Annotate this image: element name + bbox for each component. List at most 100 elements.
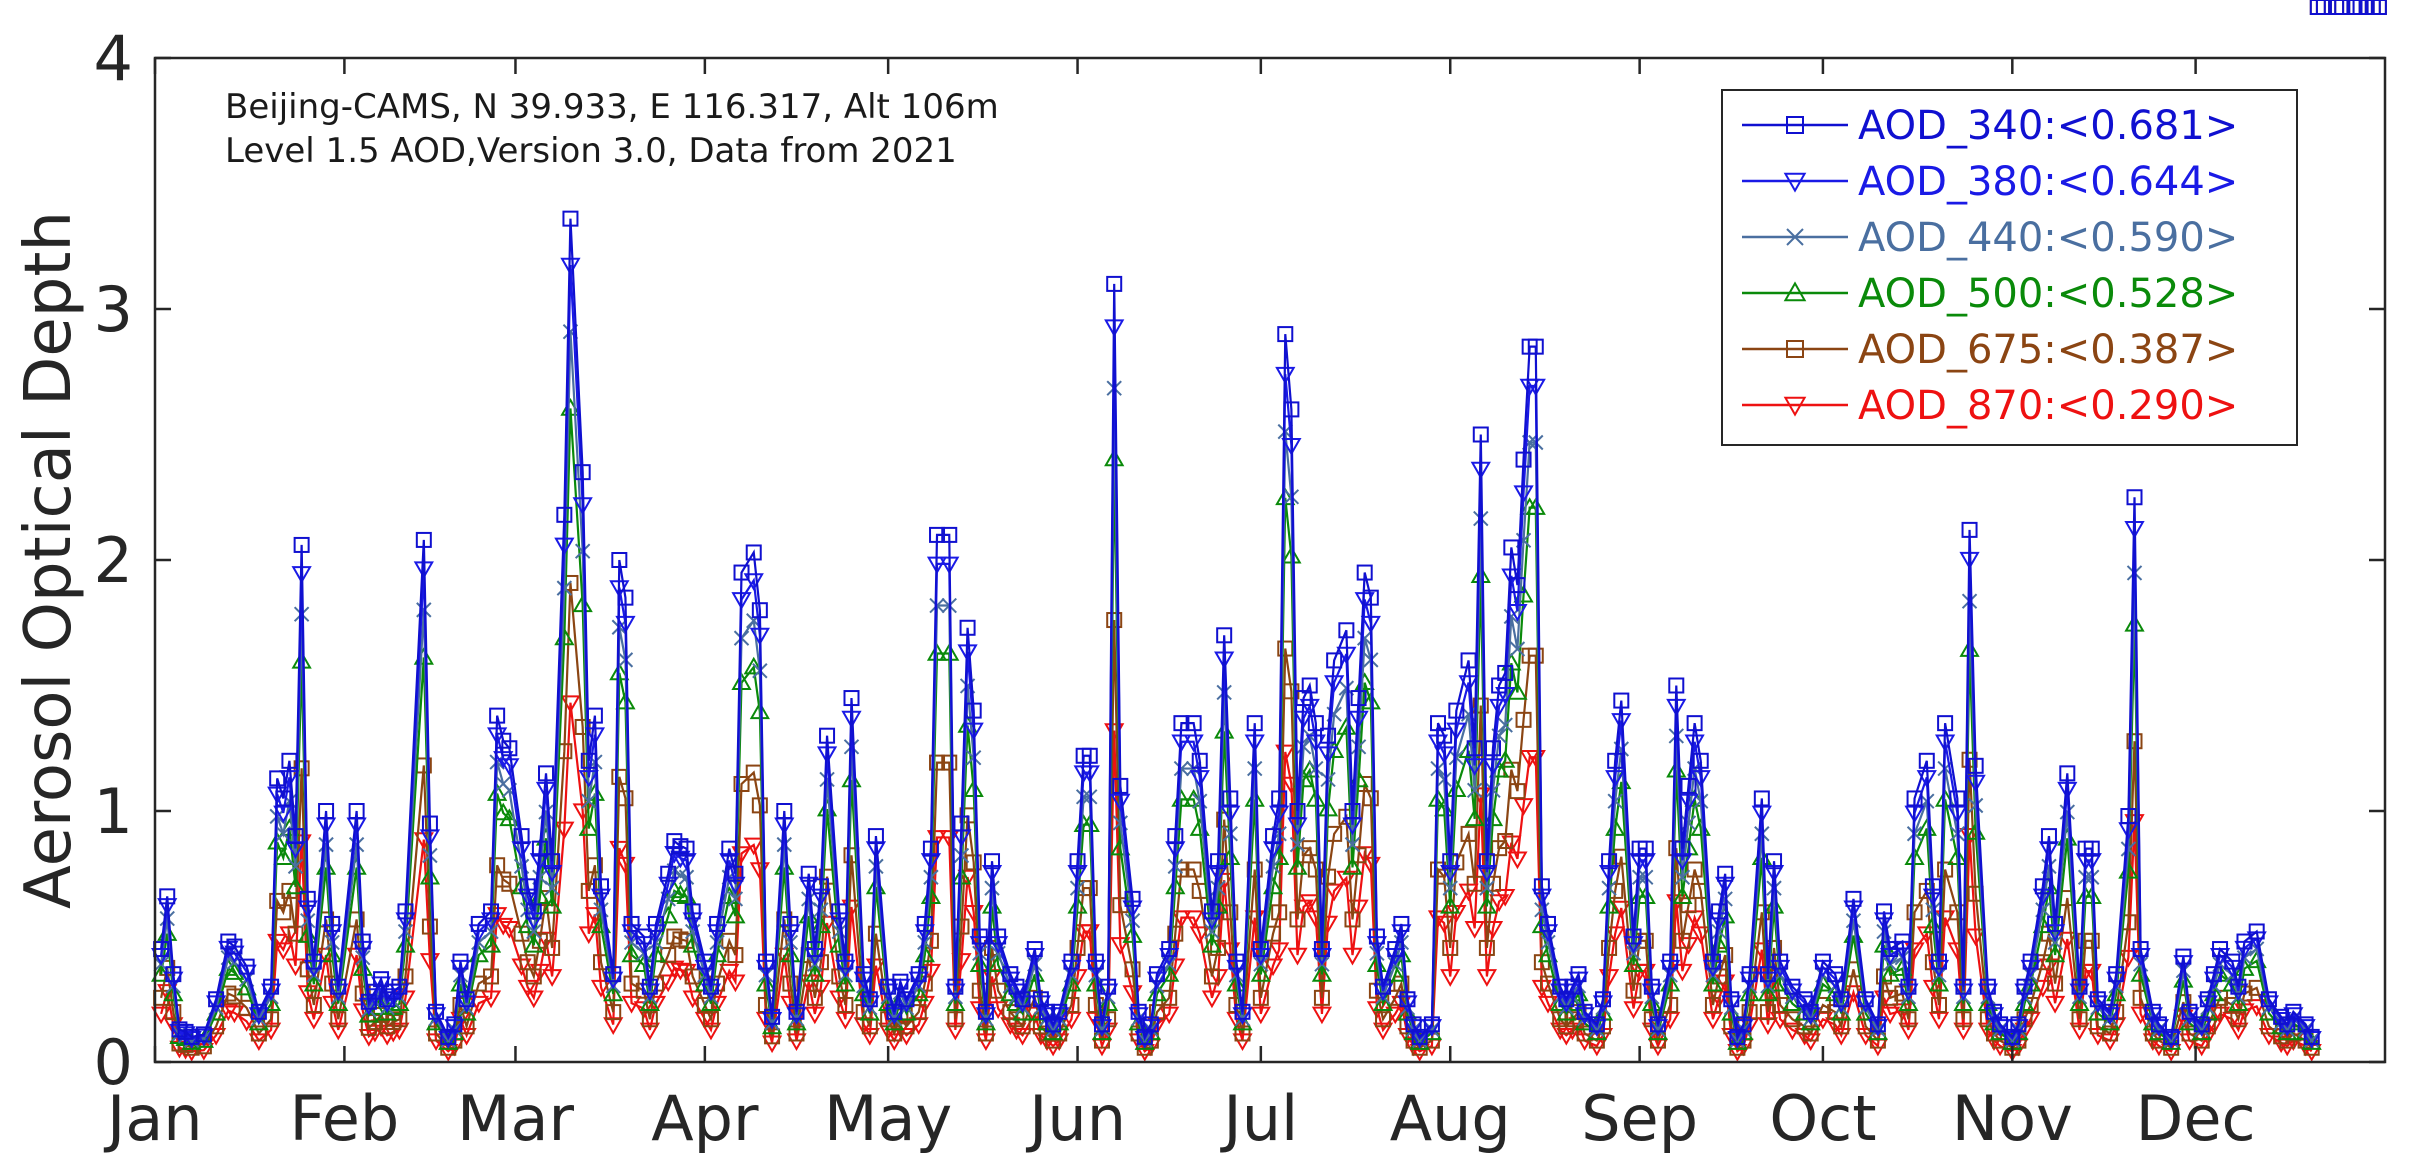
data-point xyxy=(676,963,697,982)
data-point xyxy=(1533,878,1550,895)
data-point xyxy=(929,526,946,543)
data-point xyxy=(2230,1011,2247,1028)
data-point xyxy=(1326,652,1343,669)
data-point xyxy=(1350,690,1367,707)
data-point xyxy=(917,934,933,951)
data-point xyxy=(916,915,933,932)
data-point xyxy=(354,933,371,950)
data-point xyxy=(287,828,304,845)
data-point xyxy=(273,942,294,961)
data-point xyxy=(1130,1003,1147,1020)
data-point xyxy=(1320,727,1337,744)
data-point xyxy=(951,866,972,885)
data-point xyxy=(658,974,679,993)
data-point xyxy=(523,990,544,1009)
data-point xyxy=(1507,604,1528,622)
data-point xyxy=(1161,989,1178,1006)
data-point xyxy=(945,993,966,1011)
data-point xyxy=(542,969,563,987)
data-point xyxy=(1252,941,1269,958)
data-point xyxy=(621,944,642,963)
data-point xyxy=(446,1016,463,1033)
data-point xyxy=(1210,853,1227,870)
data-point xyxy=(1289,911,1306,928)
data-point xyxy=(1814,953,1831,970)
data-point xyxy=(2044,944,2066,963)
data-point xyxy=(743,656,764,675)
data-point xyxy=(1112,777,1129,794)
data-point xyxy=(1411,1028,1428,1045)
data-point xyxy=(945,1022,966,1041)
data-point xyxy=(1674,869,1691,885)
data-point xyxy=(193,1028,214,1047)
data-point xyxy=(1711,903,1728,920)
data-point xyxy=(786,1033,807,1052)
data-point xyxy=(1287,857,1308,875)
data-point xyxy=(2132,941,2149,958)
data-point xyxy=(538,804,554,820)
data-point xyxy=(525,903,542,920)
data-point xyxy=(2089,991,2106,1008)
data-point xyxy=(1692,752,1709,769)
data-point xyxy=(660,865,677,882)
data-point xyxy=(926,643,948,661)
data-point xyxy=(892,973,909,990)
data-point xyxy=(1464,758,1485,776)
data-point xyxy=(603,983,624,1002)
data-point xyxy=(2083,932,2100,949)
data-point xyxy=(1442,939,1459,956)
data-point xyxy=(1723,991,1740,1008)
data-point xyxy=(702,1011,719,1028)
data-point xyxy=(1159,1006,1180,1025)
data-point xyxy=(2102,1025,2119,1042)
data-point xyxy=(1165,876,1186,895)
data-point xyxy=(922,840,939,857)
data-point xyxy=(837,996,854,1013)
data-point xyxy=(1372,993,1394,1011)
data-point xyxy=(150,1006,172,1025)
data-point xyxy=(1727,1032,1748,1050)
data-point xyxy=(782,915,799,932)
data-point xyxy=(1686,861,1703,878)
data-point xyxy=(1183,910,1204,929)
data-point xyxy=(700,993,722,1011)
data-point xyxy=(1287,947,1308,966)
data-point xyxy=(273,847,294,866)
data-point xyxy=(1067,895,1088,914)
data-point xyxy=(1436,771,1452,788)
data-point xyxy=(645,944,667,963)
data-point xyxy=(751,797,768,814)
data-point xyxy=(2120,808,2137,825)
legend-marker xyxy=(1786,340,1804,358)
data-point xyxy=(318,803,335,819)
data-point xyxy=(181,1032,202,1050)
data-point xyxy=(639,993,660,1011)
data-point xyxy=(590,979,612,998)
data-point xyxy=(483,903,500,920)
data-point xyxy=(438,1032,459,1050)
data-point xyxy=(1472,697,1489,714)
data-point xyxy=(1375,978,1392,995)
data-point xyxy=(1979,978,1996,995)
data-point xyxy=(501,740,518,757)
data-point xyxy=(2034,878,2051,895)
data-point xyxy=(544,853,561,870)
data-point xyxy=(965,854,982,871)
data-point xyxy=(1362,790,1379,807)
y-tick-label: 2 xyxy=(94,524,133,597)
data-point xyxy=(1204,923,1220,940)
data-point xyxy=(260,1022,282,1041)
data-point xyxy=(1311,1006,1333,1025)
data-point xyxy=(2047,975,2064,992)
data-point xyxy=(1069,853,1086,870)
data-point xyxy=(635,928,652,945)
data-point xyxy=(1100,978,1117,995)
data-point xyxy=(1717,865,1734,882)
data-point xyxy=(1855,1027,1876,1046)
data-point xyxy=(1635,886,1656,904)
data-point xyxy=(1191,752,1208,769)
data-point xyxy=(1497,833,1514,850)
data-point xyxy=(804,964,825,982)
data-point xyxy=(696,953,713,970)
data-point xyxy=(1356,630,1373,646)
